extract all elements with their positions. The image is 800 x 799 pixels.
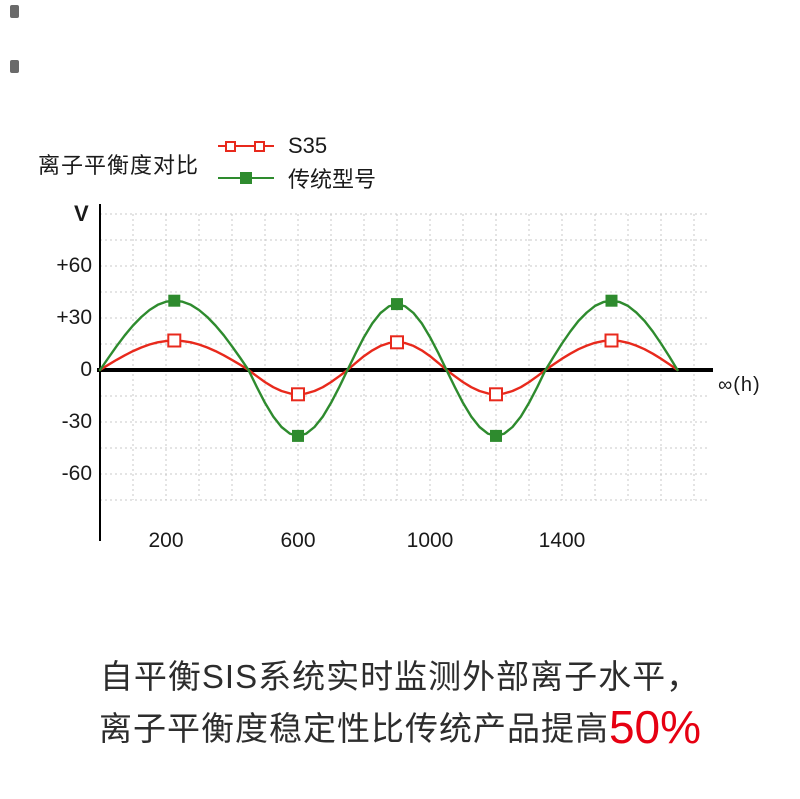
y-tick-label: +60 <box>56 254 92 277</box>
series-line-0 <box>98 339 679 396</box>
caption-block: 自平衡SIS系统实时监测外部离子水平， 离子平衡度稳定性比传统产品提高50% <box>0 652 800 754</box>
caption-line2: 离子平衡度稳定性比传统产品提高50% <box>0 702 800 754</box>
series-markers-0 <box>167 333 619 402</box>
caption-highlight: 50% <box>608 701 702 753</box>
open-square-marker <box>291 387 305 402</box>
x-tick-label: 200 <box>148 529 184 552</box>
y-tick-label: -60 <box>61 462 92 485</box>
open-square-line-symbol <box>218 138 274 154</box>
legend-item-traditional: 传统型号 <box>218 162 376 194</box>
open-square-marker <box>489 387 503 402</box>
y-tick-label: -30 <box>61 410 92 433</box>
filled-square-marker <box>168 294 181 307</box>
filled-square-marker <box>605 294 618 307</box>
filled-square-marker-icon <box>240 172 252 184</box>
open-square-marker-icon <box>225 141 236 152</box>
y-tick-label: 0 <box>80 358 92 381</box>
caption-line2-text: 离子平衡度稳定性比传统产品提高 <box>98 710 609 747</box>
open-square-marker <box>390 335 404 350</box>
filled-square-line-symbol <box>218 170 274 186</box>
open-square-marker <box>604 333 619 348</box>
y-tick-label: +30 <box>56 306 92 329</box>
series-line-1 <box>98 299 679 438</box>
legend-line-icon <box>218 145 274 147</box>
caption-line1: 自平衡SIS系统实时监测外部离子水平， <box>99 658 701 695</box>
legend-label-s35: S35 <box>288 133 328 158</box>
filled-square-marker <box>292 429 304 442</box>
legend-label-traditional: 传统型号 <box>288 167 377 192</box>
corner-artifact-icon <box>10 60 19 73</box>
open-square-marker-icon <box>254 141 265 152</box>
x-tick-label: 1000 <box>406 529 454 552</box>
corner-artifact-icon <box>10 5 19 18</box>
legend-item-s35: S35 <box>218 130 376 162</box>
x-axis-unit-label: ∞(h) <box>718 374 761 396</box>
grid <box>100 213 710 501</box>
filled-square-marker <box>391 298 403 311</box>
series-markers-1 <box>168 294 618 442</box>
open-square-marker <box>167 333 182 348</box>
x-tick-label: 1400 <box>538 529 586 552</box>
legend: S35 传统型号 <box>218 130 376 194</box>
filled-square-marker <box>490 429 502 442</box>
chart-title: 离子平衡度对比 <box>38 153 200 178</box>
x-tick-label: 600 <box>280 529 316 552</box>
y-axis-unit-label: V <box>74 201 89 226</box>
